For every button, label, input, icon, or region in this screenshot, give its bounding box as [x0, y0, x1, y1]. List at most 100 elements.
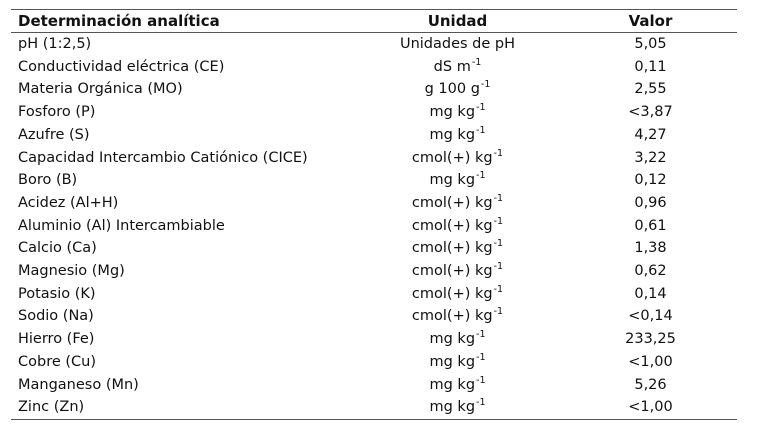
unit-text: cmol(+) kg: [411, 263, 493, 280]
cell-unidad: cmol(+) kg-1: [351, 237, 564, 260]
cell-valor: 5,26: [634, 376, 667, 393]
cell-unidad: cmol(+) kg-1: [351, 192, 564, 215]
cell-valor: <1,00: [564, 396, 737, 420]
cell-determinacion: Cobre (Cu): [18, 353, 97, 370]
table-row: Magnesio (Mg) cmol(+) kg-1 0,62: [11, 260, 737, 283]
unit-superscript: -1: [476, 329, 486, 341]
table-row: Materia Orgánica (MO) g 100 g-1 2,55: [11, 78, 737, 101]
table-row: Calcio (Ca) cmol(+) kg-1 1,38: [11, 237, 737, 260]
unit-superscript: -1: [476, 102, 486, 114]
cell-determinacion: Zinc (Zn): [11, 396, 351, 420]
cell-unidad: mg kg-1: [351, 169, 564, 192]
cell-unidad: cmol(+) kg-1: [351, 260, 564, 283]
cell-valor: 1,38: [634, 240, 667, 257]
unit-text: cmol(+) kg: [411, 240, 493, 257]
unit-superscript: -1: [476, 170, 486, 182]
cell-valor: 0,14: [634, 285, 667, 302]
unit-superscript: -1: [476, 351, 486, 363]
table-row: Acidez (Al+H) cmol(+) kg-1 0,96: [11, 192, 737, 215]
unit-text: dS m: [433, 58, 471, 75]
cell-valor: 0,62: [634, 263, 667, 280]
table-row: Conductividad eléctrica (CE) dS m-1 0,11: [11, 56, 737, 79]
cell-unidad: cmol(+) kg-1: [351, 215, 564, 238]
cell-valor: 233,25: [625, 331, 676, 348]
table-row: pH (1:2,5) Unidades de pH 5,05: [11, 33, 737, 56]
unit-text: mg kg: [429, 172, 476, 189]
table-row: Hierro (Fe) mg kg-1 233,25: [11, 328, 737, 351]
cell-unidad: cmol(+) kg-1: [351, 147, 564, 170]
cell-determinacion: Sodio (Na): [18, 308, 94, 325]
cell-valor: 0,11: [634, 58, 667, 75]
unit-superscript: -1: [471, 56, 482, 68]
cell-determinacion: pH (1:2,5): [18, 36, 92, 52]
cell-valor: <3,87: [628, 104, 673, 121]
cell-determinacion: Fosforo (P): [18, 104, 96, 121]
cell-unidad: cmol(+) kg-1: [351, 305, 564, 328]
cell-valor: 5,05: [634, 36, 667, 52]
unit-text: cmol(+) kg: [411, 194, 493, 211]
cell-unidad: cmol(+) kg-1: [351, 283, 564, 306]
cell-valor: 3,22: [634, 149, 667, 166]
soil-analysis-table: Determinación analítica Unidad Valor pH …: [11, 9, 737, 420]
table-row: Aluminio (Al) Intercambiable cmol(+) kg-1…: [11, 215, 737, 238]
soil-analysis-table-container: Determinación analítica Unidad Valor pH …: [11, 9, 737, 420]
cell-valor: 4,27: [634, 126, 667, 143]
table-row: Boro (B) mg kg-1 0,12: [11, 169, 737, 192]
unit-superscript: -1: [493, 306, 504, 318]
cell-unidad: mg kg-1: [351, 351, 564, 374]
cell-determinacion: Calcio (Ca): [18, 240, 97, 257]
cell-determinacion: Azufre (S): [18, 126, 90, 143]
cell-valor: <1,00: [628, 353, 673, 370]
cell-unidad: mg kg-1: [351, 396, 564, 420]
cell-unidad: mg kg-1: [351, 374, 564, 397]
cell-determinacion: Magnesio (Mg): [18, 263, 125, 280]
table-row: Capacidad Intercambio Catiónico (CICE) cm…: [11, 147, 737, 170]
unit-text: cmol(+) kg: [411, 217, 493, 234]
cell-valor: 0,96: [634, 194, 667, 211]
table-row: Potasio (K) cmol(+) kg-1 0,14: [11, 283, 737, 306]
unit-superscript: -1: [493, 238, 504, 250]
unit-text: mg kg: [429, 126, 476, 143]
unit-text: Unidades de pH: [399, 36, 516, 52]
cell-determinacion: Conductividad eléctrica (CE): [18, 58, 225, 75]
cell-unidad: Unidades de pH: [351, 33, 564, 56]
cell-determinacion: Aluminio (Al) Intercambiable: [18, 217, 225, 234]
table-row: Sodio (Na) cmol(+) kg-1 <0,14: [11, 305, 737, 328]
unit-superscript: -1: [476, 374, 486, 386]
unit-text: mg kg: [429, 399, 476, 416]
cell-valor: 0,12: [634, 172, 667, 189]
table-row: Fosforo (P) mg kg-1 <3,87: [11, 101, 737, 124]
header-row: Determinación analítica Unidad Valor: [11, 9, 737, 33]
unit-superscript: -1: [493, 215, 504, 227]
unit-text: cmol(+) kg: [411, 308, 493, 325]
unit-superscript: -1: [480, 79, 491, 91]
unit-text: mg kg: [429, 376, 476, 393]
unit-superscript: -1: [476, 397, 486, 409]
unit-superscript: -1: [493, 283, 504, 295]
cell-unidad: mg kg-1: [351, 124, 564, 147]
unit-text: mg kg: [429, 104, 476, 121]
header-unidad: Unidad: [351, 9, 564, 33]
table-row: Zinc (Zn) mg kg-1 <1,00: [11, 396, 737, 420]
cell-determinacion: Manganeso (Mn): [18, 376, 139, 393]
cell-determinacion: Potasio (K): [18, 285, 96, 302]
table-row: Azufre (S) mg kg-1 4,27: [11, 124, 737, 147]
cell-valor: <0,14: [628, 308, 673, 325]
unit-superscript: -1: [493, 261, 504, 273]
table-row: Manganeso (Mn) mg kg-1 5,26: [11, 374, 737, 397]
unit-text: cmol(+) kg: [411, 285, 493, 302]
table-header: Determinación analítica Unidad Valor: [11, 9, 737, 33]
cell-unidad: g 100 g-1: [351, 78, 564, 101]
cell-determinacion: Acidez (Al+H): [18, 194, 119, 211]
unit-text: mg kg: [429, 331, 476, 348]
cell-valor: 0,61: [634, 217, 667, 234]
cell-valor: 2,55: [634, 81, 667, 98]
header-determinacion: Determinación analítica: [11, 9, 351, 33]
table-body: pH (1:2,5) Unidades de pH 5,05 Conductivida…: [11, 33, 737, 420]
unit-superscript: -1: [493, 192, 504, 204]
unit-text: cmol(+) kg: [411, 149, 493, 166]
cell-determinacion: Boro (B): [18, 172, 78, 189]
cell-unidad: mg kg-1: [351, 328, 564, 351]
table-row: Cobre (Cu) mg kg-1 <1,00: [11, 351, 737, 374]
cell-determinacion: Hierro (Fe): [18, 331, 95, 348]
